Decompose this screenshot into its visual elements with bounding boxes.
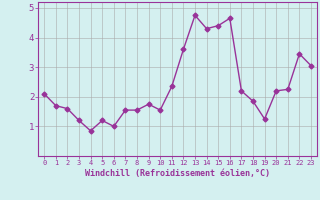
X-axis label: Windchill (Refroidissement éolien,°C): Windchill (Refroidissement éolien,°C) xyxy=(85,169,270,178)
